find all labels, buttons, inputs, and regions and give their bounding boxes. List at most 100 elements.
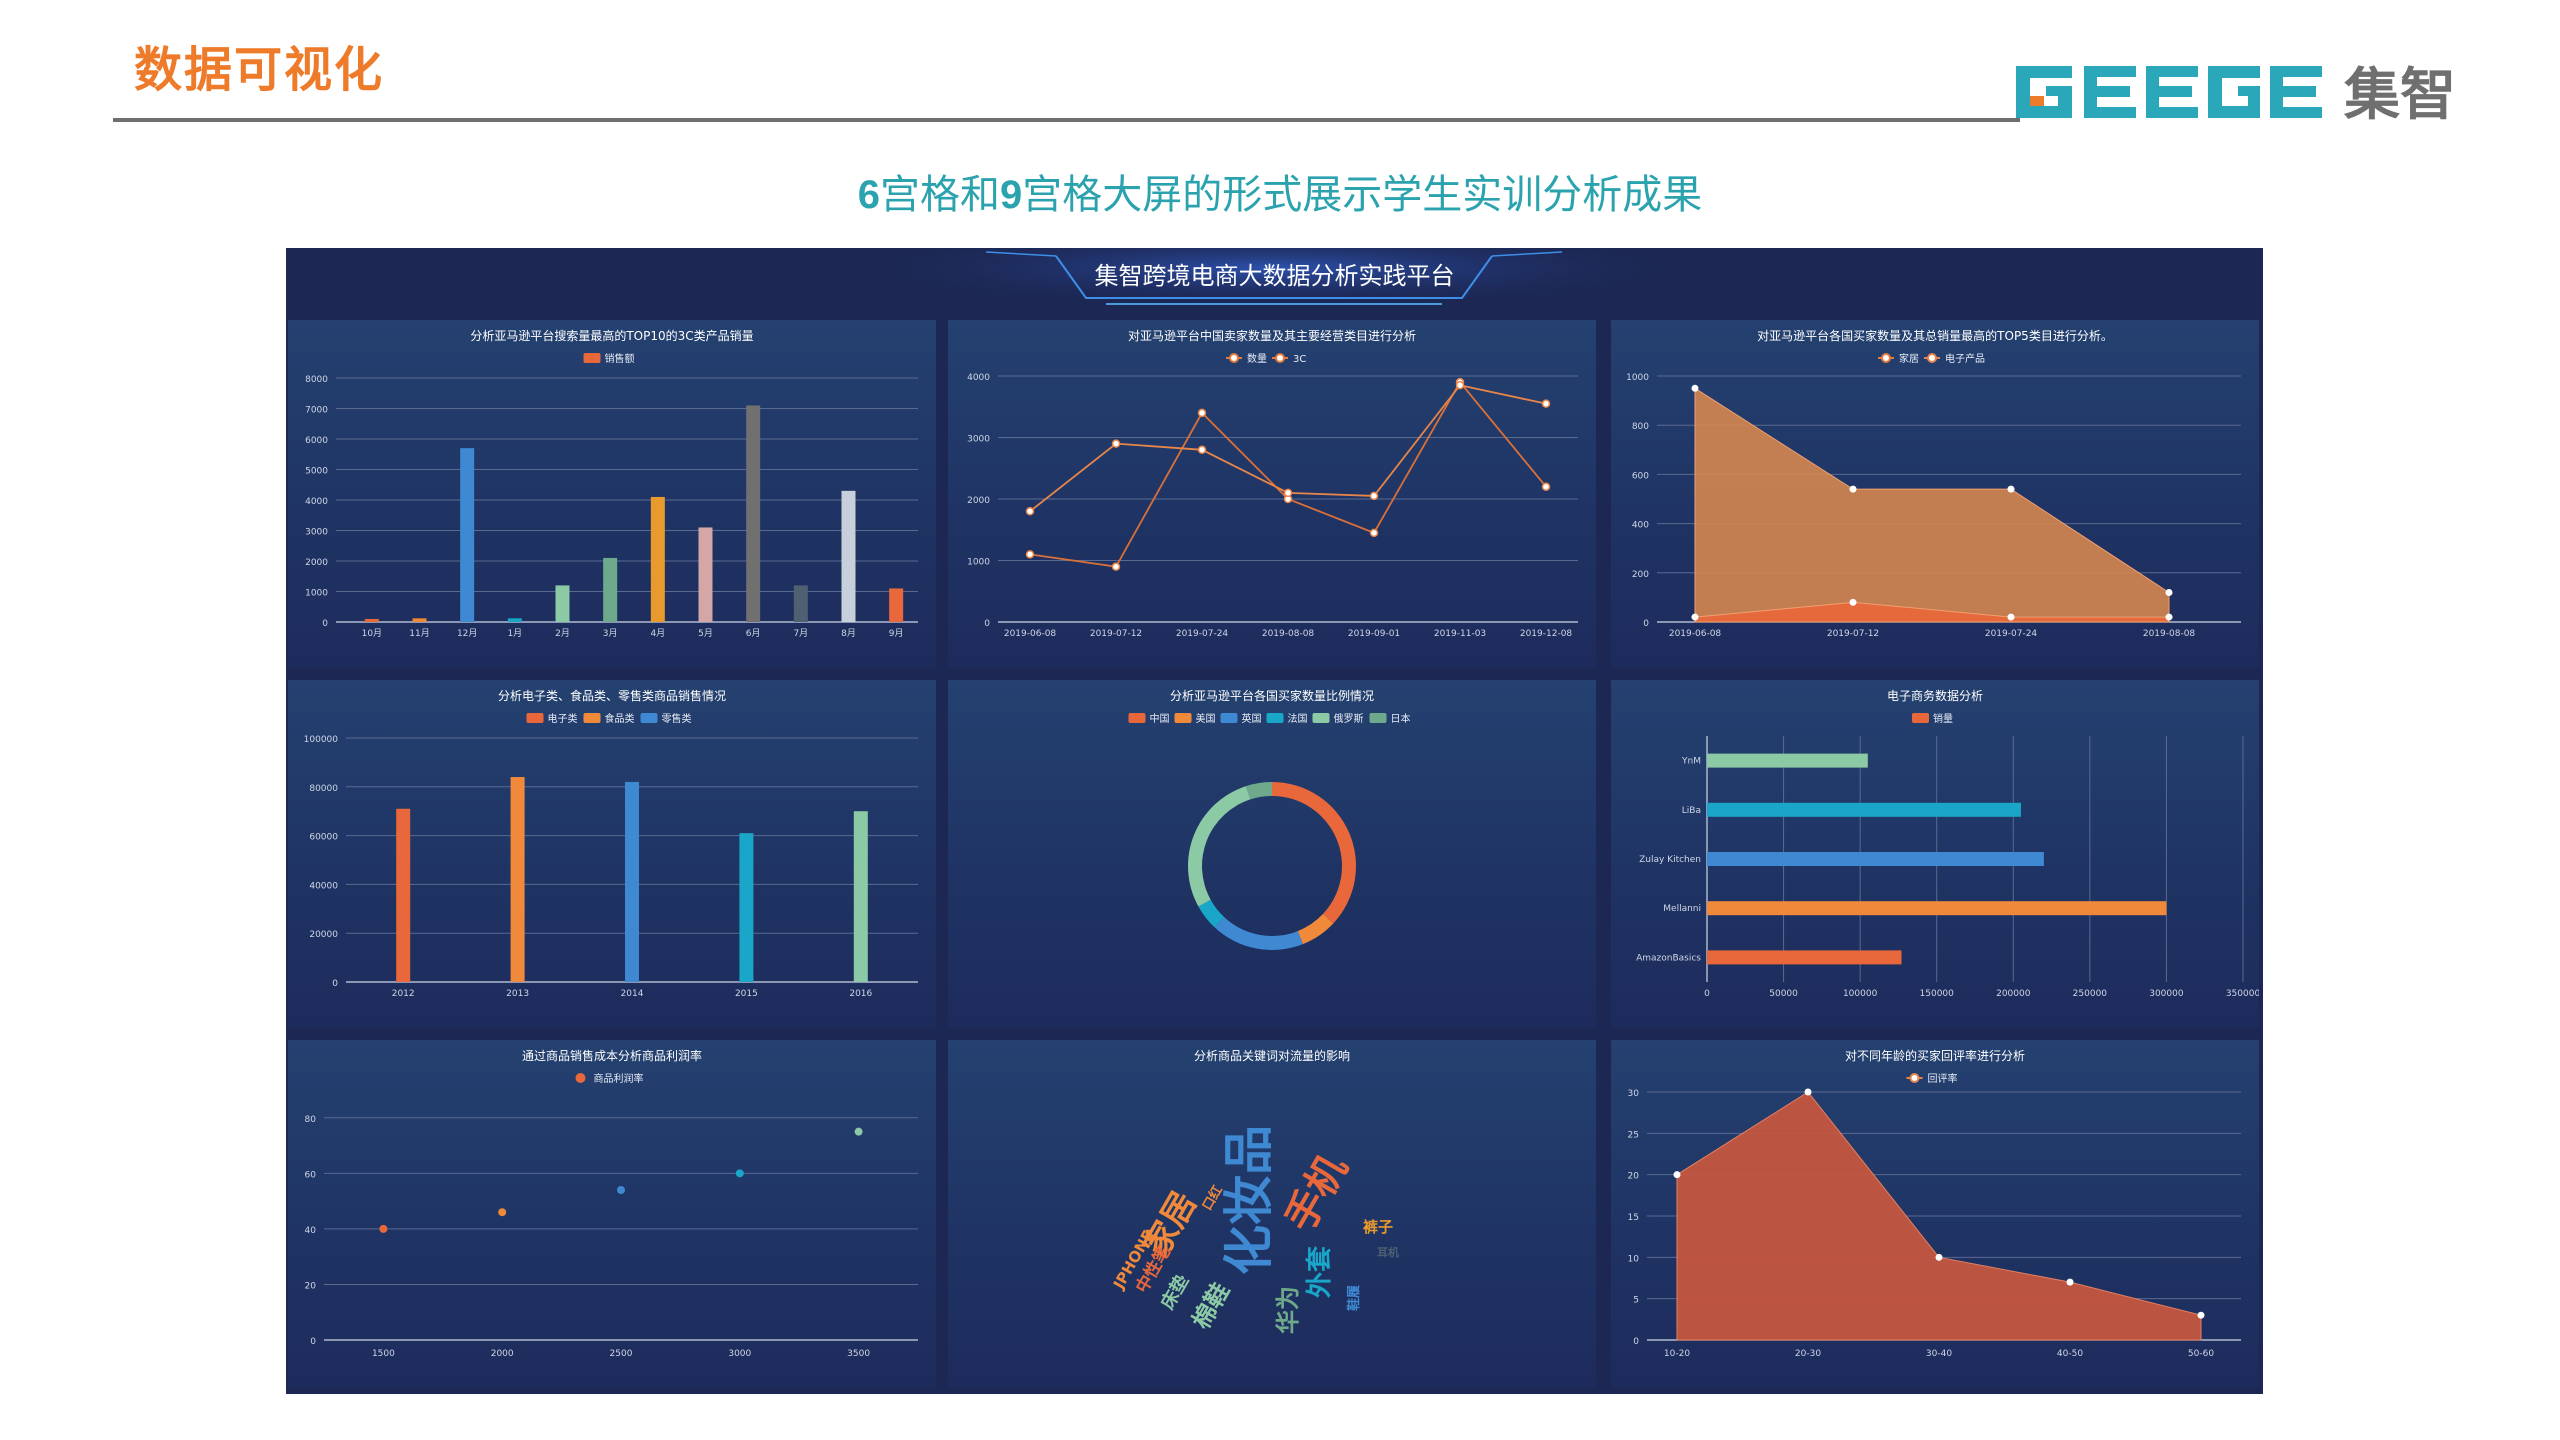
- y-tick-label: 3000: [967, 435, 990, 445]
- word: 华为: [1274, 1286, 1302, 1334]
- chart-country-buyers-area: 对亚马逊平台各国买家数量及其总销量最高的TOP5类目进行分析。家居 电子产品 0 20…: [1626, 328, 2241, 639]
- bar: [1707, 852, 2044, 866]
- data-point: [1025, 550, 1035, 559]
- y-tick-label: 4000: [967, 373, 990, 383]
- bar: [510, 777, 525, 982]
- y-tick-label: 1000: [1626, 373, 1649, 383]
- x-tick-label: 150000: [1920, 989, 1955, 999]
- chart-title: 通过商品销售成本分析商品利润率: [522, 1048, 702, 1063]
- y-tick-label: 0: [332, 979, 338, 989]
- legend-swatch: [1266, 713, 1284, 723]
- data-point: [1691, 384, 1699, 392]
- panel-3: 对亚马逊平台各国买家数量及其总销量最高的TOP5类目进行分析。 家居 电子产品 0 20…: [1611, 320, 2259, 668]
- legend-label: 日本: [1391, 712, 1411, 725]
- chart-title: 分析亚马逊平台搜索量最高的TOP10的3C类产品销量: [470, 328, 753, 343]
- x-tick-label: 2014: [621, 989, 644, 999]
- bar: [793, 585, 808, 622]
- y-tick-label: 600: [1632, 471, 1649, 481]
- data-point: [1111, 439, 1121, 448]
- y-tick-label: 6000: [305, 436, 328, 446]
- data-point: [617, 1186, 625, 1194]
- y-tick-label: 40000: [309, 881, 338, 891]
- x-tick-label: 2019-07-24: [1985, 629, 2038, 639]
- legend-label: 数量: [1247, 352, 1267, 365]
- data-point: [2007, 613, 2015, 621]
- word: 棉鞋: [1187, 1278, 1235, 1334]
- x-tick-label: 3月: [603, 628, 618, 639]
- legend-label: 俄罗斯: [1334, 712, 1364, 725]
- word: 耳机: [1377, 1245, 1399, 1259]
- data-point: [2165, 588, 2173, 596]
- y-tick-label: 200: [1632, 570, 1649, 580]
- x-tick-label: 100000: [1843, 989, 1878, 999]
- panel-5: 分析亚马逊平台各国买家数量比例情况 中国 美国 英国 法国 俄罗斯 日本: [948, 680, 1596, 1028]
- y-tick-label: 1000: [305, 589, 328, 599]
- x-tick-label: 2012: [392, 989, 415, 999]
- logo-letters: [2084, 66, 2322, 118]
- legend-label: 中国: [1150, 712, 1170, 725]
- legend-marker: [1927, 353, 1937, 363]
- legend-label: 电子类: [548, 712, 578, 725]
- y-tick-label: 15: [1628, 1213, 1639, 1223]
- panel-4: 分析电子类、食品类、零售类商品销售情况 电子类 食品类 零售类 0 20000 40000 6…: [288, 680, 936, 1028]
- panel-7: 通过商品销售成本分析商品利润率 商品利润率 0 20 40 60 80 1500 2000 250…: [288, 1040, 936, 1388]
- x-tick-label: 2019-06-08: [1669, 629, 1722, 639]
- x-tick-label: 1500: [372, 1349, 395, 1359]
- legend-label: 美国: [1196, 712, 1216, 725]
- x-tick-label: 10月: [362, 628, 382, 639]
- x-tick-label: 6月: [746, 628, 761, 639]
- x-tick-label: 4月: [650, 628, 665, 639]
- dashboard-header: [854, 248, 1694, 316]
- pie-slice: [1214, 917, 1303, 950]
- panel-2: 对亚马逊平台中国卖家数量及其主要经营类目进行分析 数量 3C 0 1000 2000 300…: [948, 320, 1596, 668]
- y-tick-label: Zulay Kitchen: [1639, 855, 1701, 865]
- y-tick-label: 2000: [305, 558, 328, 568]
- legend-marker: [1229, 353, 1239, 363]
- x-tick-label: 30-40: [1926, 1349, 1952, 1359]
- logo-g-icon: [2016, 66, 2072, 118]
- y-tick-label: 4000: [305, 497, 328, 507]
- x-tick-label: 0: [1704, 989, 1710, 999]
- geege-logo: 集智: [2016, 63, 2456, 128]
- chart-title: 对亚马逊平台中国卖家数量及其主要经营类目进行分析: [1128, 328, 1416, 343]
- y-tick-label: 0: [1633, 1337, 1639, 1347]
- bar: [412, 618, 427, 622]
- x-tick-label: 12月: [457, 628, 477, 639]
- bar: [1707, 802, 2021, 817]
- y-tick-label: 100000: [304, 735, 339, 745]
- legend-swatch: [640, 713, 658, 723]
- data-point: [2007, 485, 2015, 493]
- data-point: [735, 1169, 744, 1178]
- panel-9: 对不同年龄的买家回评率进行分析 回评率 0 5 10 15 20 25 30 10-20 20-30…: [1611, 1040, 2259, 1388]
- word: 化妆品: [1220, 1125, 1278, 1275]
- panel-6: 电子商务数据分析 销量 0 50000 100000 150000 200000 250000…: [1611, 680, 2259, 1028]
- bar: [889, 588, 904, 622]
- legend-label: 零售类: [662, 712, 692, 725]
- legend-label: 销售额: [605, 352, 635, 365]
- x-tick-label: 2019-08-08: [1262, 629, 1315, 639]
- data-point: [1197, 445, 1207, 455]
- data-point: [1849, 598, 1857, 606]
- x-tick-label: 40-50: [2057, 1349, 2083, 1359]
- bar: [1707, 950, 1902, 965]
- panel-1: 分析亚马逊平台搜索量最高的TOP10的3C类产品销量 销售额 0 1000 2000 30…: [288, 320, 936, 668]
- data-point: [1111, 562, 1121, 571]
- x-tick-label: 2月: [555, 628, 570, 639]
- page-subtitle: 6宫格和9宫格大屏的形式展示学生实训分析成果: [857, 172, 1703, 218]
- legend-label: 销量: [1933, 712, 1953, 725]
- data-point: [498, 1208, 507, 1217]
- data-point: [1849, 485, 1857, 493]
- data-point: [2197, 1311, 2205, 1319]
- x-tick-label: 1月: [507, 628, 522, 639]
- y-tick-label: 60000: [309, 833, 338, 843]
- y-tick-label: 20: [305, 1281, 317, 1291]
- word: 外套: [1305, 1245, 1335, 1298]
- bar: [625, 781, 639, 982]
- legend-label: 法国: [1288, 712, 1308, 725]
- y-tick-label: 10: [1628, 1254, 1640, 1264]
- x-tick-label: 2500: [610, 1349, 633, 1359]
- legend-marker: [1881, 353, 1891, 363]
- bar: [460, 448, 475, 622]
- x-tick-label: 2019-07-12: [1090, 629, 1142, 639]
- x-tick-label: 10-20: [1664, 1349, 1690, 1359]
